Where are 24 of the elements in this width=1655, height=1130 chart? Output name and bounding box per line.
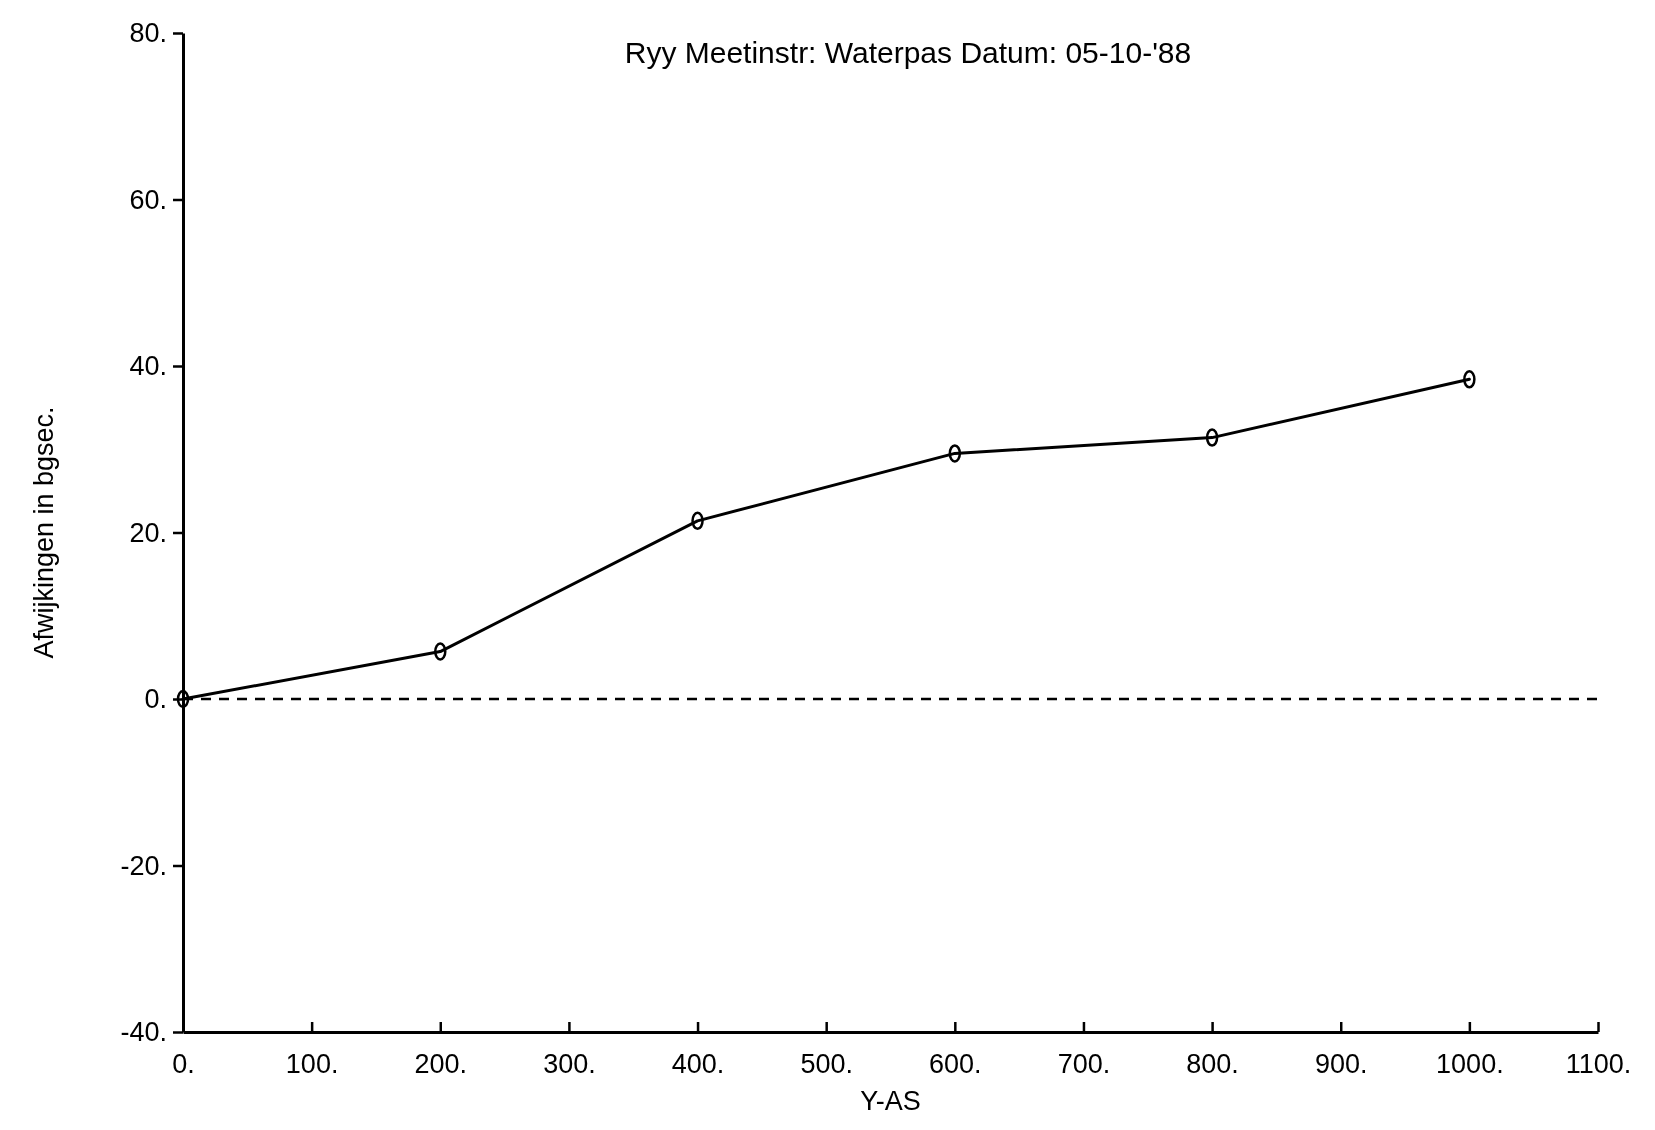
point	[1205, 428, 1219, 447]
y-tick-label: 0.	[144, 684, 167, 715]
x-tick-label: 800.	[1186, 1049, 1239, 1080]
x-tick-label: 400.	[671, 1049, 725, 1080]
x-tick-label: 900.	[1314, 1049, 1368, 1080]
y-tick-label: 60.	[129, 184, 167, 215]
y-tick-label: 40.	[129, 351, 167, 382]
x-tick-label: 1100.	[1565, 1049, 1632, 1080]
x-tick-label: 100.	[285, 1049, 339, 1080]
x-tick-label: 0.	[172, 1049, 195, 1080]
x-tick-label: 600.	[929, 1049, 982, 1080]
y-axis-title: Afwijkingen in bgsec.	[29, 406, 59, 659]
chart-subtitle: Ryy Meetinstr: Waterpas Datum: 05-10-'88	[624, 36, 1192, 69]
point	[948, 444, 962, 463]
y-tick-label: 20.	[129, 517, 167, 548]
y-tick-label: -40.	[120, 1017, 167, 1048]
x-tick-label: 700.	[1057, 1049, 1111, 1080]
x-tick-label: 300.	[543, 1049, 596, 1080]
x-tick-label: 500.	[800, 1049, 853, 1080]
y-tick-label: 80.	[129, 18, 167, 49]
x-tick-label: 200.	[414, 1049, 468, 1080]
x-tick-label: 1000.	[1436, 1049, 1504, 1080]
y-tick-label: -20.	[120, 850, 167, 881]
x-axis-title: Y-AS	[860, 1086, 921, 1116]
